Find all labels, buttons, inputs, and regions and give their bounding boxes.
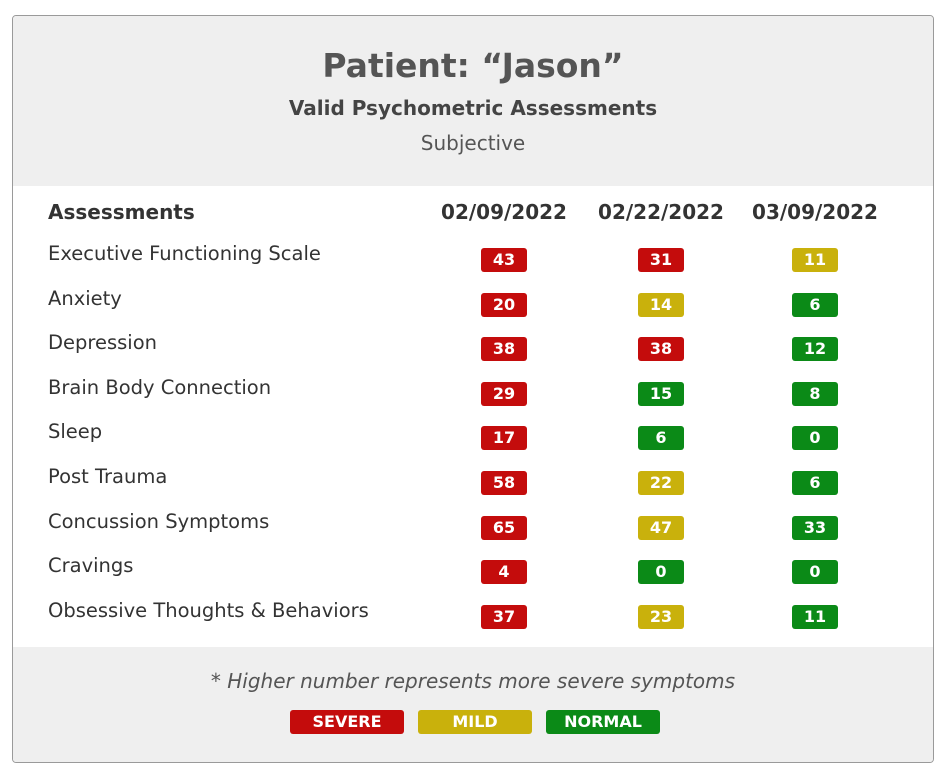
score-badge: 6 <box>638 426 684 451</box>
score-badge: 43 <box>481 248 527 272</box>
assessment-name: Concussion Symptoms <box>48 509 270 533</box>
score-badge: 0 <box>638 560 684 585</box>
table-row: Concussion Symptoms 65 47 33 <box>13 510 933 550</box>
score-badge: 8 <box>792 381 838 406</box>
score-badge: 14 <box>638 292 684 317</box>
score-badge: 38 <box>481 337 527 362</box>
score-badge: 0 <box>792 426 838 451</box>
date-column-header-3: 03/09/2022 <box>752 200 878 224</box>
table-row: Sleep 17 6 0 <box>13 420 933 460</box>
score-badge: 20 <box>481 292 527 317</box>
assessment-name: Anxiety <box>48 286 122 310</box>
score-badge: 38 <box>638 337 684 362</box>
table-row: Post Trauma 58 22 6 <box>13 465 933 505</box>
score-badge: 11 <box>792 604 838 629</box>
assessment-name: Executive Functioning Scale <box>48 242 321 265</box>
table-row: Executive Functioning Scale 43 31 11 <box>13 242 933 282</box>
score-badge: 23 <box>638 604 684 629</box>
score-badge: 17 <box>481 426 527 451</box>
table-row: Anxiety 20 14 6 <box>13 287 933 327</box>
patient-title: Patient: “Jason” <box>322 46 624 85</box>
date-column-header-2: 02/22/2022 <box>598 200 724 224</box>
table-row: Obsessive Thoughts & Behaviors 37 23 11 <box>13 599 933 639</box>
table-row: Brain Body Connection 29 15 8 <box>13 376 933 416</box>
assessment-name: Sleep <box>48 420 103 444</box>
legend-mild: MILD <box>418 710 532 734</box>
score-badge: 47 <box>638 515 684 540</box>
score-badge: 58 <box>481 471 527 495</box>
score-badge: 33 <box>792 515 838 540</box>
card-footer: * Higher number represents more severe s… <box>13 647 933 762</box>
score-badge: 37 <box>481 604 527 629</box>
score-badge: 6 <box>792 292 838 317</box>
legend-severe: SEVERE <box>290 710 404 734</box>
severity-note: * Higher number represents more severe s… <box>210 669 736 693</box>
score-badge: 0 <box>792 560 838 585</box>
date-column-header-1: 02/09/2022 <box>441 200 567 224</box>
table-row: Depression 38 38 12 <box>13 331 933 371</box>
assessment-name: Obsessive Thoughts & Behaviors <box>48 598 369 622</box>
table-header-row: Assessments 02/09/2022 02/22/2022 03/09/… <box>13 200 933 226</box>
score-badge: 15 <box>638 381 684 406</box>
table-row: Cravings 4 0 0 <box>13 554 933 594</box>
score-badge: 22 <box>638 471 684 495</box>
score-badge: 31 <box>638 248 684 272</box>
assessment-name: Depression <box>48 331 158 355</box>
score-badge: 4 <box>481 560 527 585</box>
report-subtitle: Valid Psychometric Assessments <box>288 96 658 120</box>
card-header: Patient: “Jason” Valid Psychometric Asse… <box>13 16 933 186</box>
report-type: Subjective <box>420 131 526 155</box>
legend-normal: NORMAL <box>546 710 660 734</box>
assessment-name: Brain Body Connection <box>48 375 272 399</box>
assessments-column-header: Assessments <box>48 200 195 224</box>
assessment-name: Cravings <box>48 554 134 578</box>
score-badge: 29 <box>481 381 527 406</box>
assessment-name: Post Trauma <box>48 465 168 488</box>
score-badge: 12 <box>792 337 838 362</box>
assessment-card: Patient: “Jason” Valid Psychometric Asse… <box>12 15 934 763</box>
score-badge: 65 <box>481 515 527 540</box>
assessment-table: Assessments 02/09/2022 02/22/2022 03/09/… <box>13 186 933 646</box>
score-badge: 6 <box>792 471 838 495</box>
score-badge: 11 <box>792 248 838 272</box>
